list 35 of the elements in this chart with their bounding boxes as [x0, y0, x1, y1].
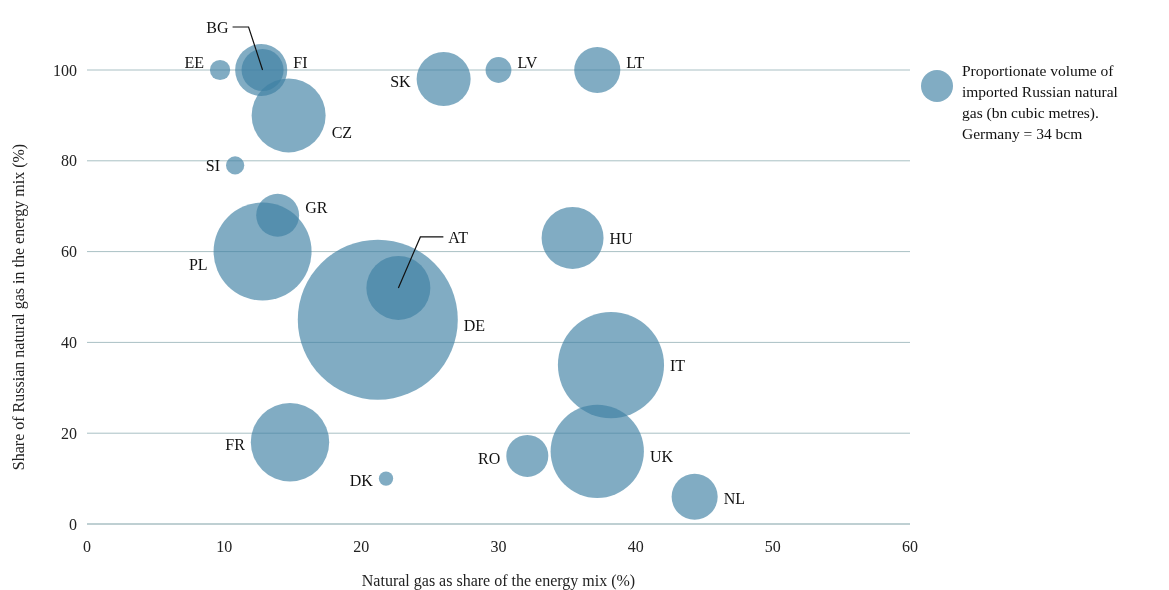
- annotation: FR: [225, 435, 246, 453]
- text: Proportionate volume of imported Russian natural gas (bn cubic metres). Germany = 34 bcm: [962, 62, 1118, 142]
- y-axis-title: Share of Russian natural gas in the energy mix (%): [10, 143, 28, 471]
- annotation: RO: [478, 449, 501, 467]
- annotation: SI: [205, 156, 221, 174]
- annotation: EE: [184, 53, 204, 71]
- annotation: PL: [188, 256, 208, 274]
- annotation: SK: [390, 72, 412, 90]
- annotation: DK: [349, 472, 374, 490]
- annotation: CZ: [331, 124, 353, 141]
- annotation: LV: [517, 53, 538, 71]
- y-tick-label: 40: [61, 334, 77, 351]
- annotation: UK: [649, 447, 674, 465]
- x-tick-label: 40: [627, 538, 644, 555]
- x-tick-label: 20: [353, 538, 370, 555]
- x-tick-label: 60: [902, 538, 918, 555]
- annotation: GR: [305, 198, 328, 216]
- annotation: HU: [609, 229, 634, 247]
- annotation: DE: [463, 317, 486, 335]
- annotation: FI: [293, 53, 308, 71]
- y-tick-label: 80: [61, 152, 77, 170]
- x-tick-label: 10: [216, 538, 233, 555]
- annotation: IT: [670, 356, 686, 374]
- y-tick-label: 20: [61, 424, 77, 442]
- x-tick-label: 0: [83, 538, 91, 555]
- annotation: BG: [206, 18, 230, 36]
- x-axis-title: Natural gas as share of the energy mix (%): [361, 572, 636, 590]
- annotation: AT: [448, 228, 469, 246]
- annotation: LT: [626, 53, 645, 71]
- y-tick-label: 60: [61, 243, 77, 261]
- x-tick-label: 50: [764, 538, 781, 555]
- y-tick-label: 0: [69, 515, 77, 533]
- annotation: NL: [723, 490, 746, 508]
- x-tick-label: 30: [490, 538, 507, 555]
- y-tick-label: 100: [53, 61, 77, 79]
